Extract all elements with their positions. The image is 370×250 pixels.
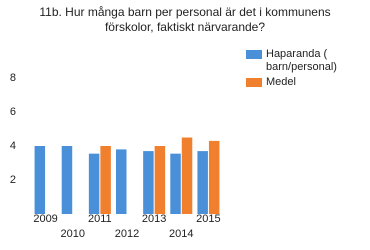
bar <box>197 151 208 214</box>
y-tick-label: 6 <box>10 106 16 118</box>
bar <box>61 146 73 214</box>
chart-title: 11b. Hur många barn per personal är det … <box>39 5 331 34</box>
bar <box>100 146 111 214</box>
bar <box>170 153 181 214</box>
bar <box>181 137 193 214</box>
y-tick-label: 2 <box>10 174 16 186</box>
x-tick-label: 2010 <box>60 228 84 240</box>
bar <box>143 151 154 214</box>
x-tick-label: 2015 <box>196 213 220 225</box>
bar <box>88 153 100 214</box>
bar <box>154 146 166 214</box>
y-tick-label: 4 <box>10 140 16 152</box>
x-tick-label: 2009 <box>33 213 57 225</box>
legend-swatch <box>246 78 262 87</box>
legend-item: Medel <box>246 76 361 89</box>
x-tick-label: 2014 <box>169 228 193 240</box>
y-tick-label: 8 <box>10 72 16 84</box>
legend-item: Haparanda ( barn/personal) <box>246 48 361 74</box>
x-tick-label: 2013 <box>142 213 166 225</box>
legend-label: Haparanda ( barn/personal) <box>266 48 337 73</box>
x-tick-label: 2012 <box>115 228 139 240</box>
legend-swatch <box>246 50 262 59</box>
x-tick-label: 2011 <box>88 213 112 225</box>
bar <box>34 146 46 214</box>
legend: Haparanda ( barn/personal) Medel <box>246 48 361 91</box>
legend-label: Medel <box>266 76 296 88</box>
bar <box>116 149 127 214</box>
bar <box>208 140 220 214</box>
